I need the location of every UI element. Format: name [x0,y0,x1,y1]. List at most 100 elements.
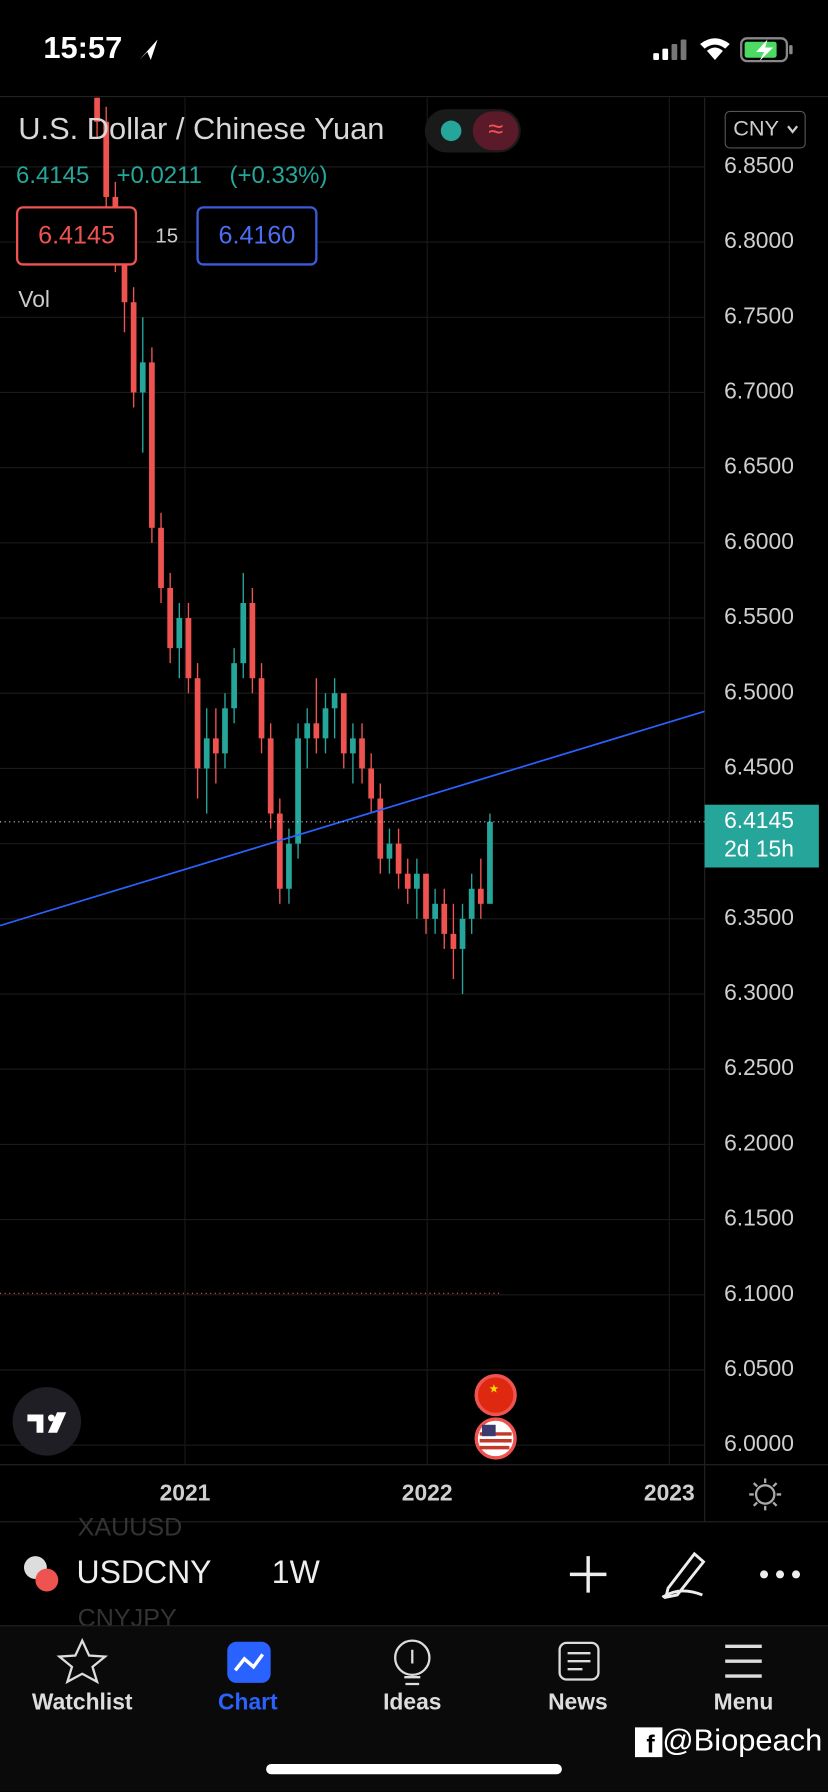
y-tick-label: 6.7500 [724,302,794,328]
candle-body [423,873,429,919]
candle-body [368,768,375,799]
candle-body [203,738,210,769]
faded-symbol: XAUUSD [78,1513,183,1541]
chevron [787,125,799,134]
us-flag-canton [481,1424,496,1437]
candle-body [359,738,365,769]
y-tick-label: 6.4500 [724,753,794,779]
sell-price[interactable]: 6.4145 [38,222,115,250]
candle-body [258,678,265,739]
settings-icon[interactable] [754,1484,776,1505]
spread: 15 [155,224,178,247]
delay-badge [472,111,519,151]
tv-logo-dot [47,1414,55,1422]
trendline [0,710,705,927]
candle-body [450,933,457,949]
currency[interactable]: CNY [733,115,779,140]
price-change-pct: (+0.33%) [230,162,328,189]
candle-body [340,693,347,754]
y-tick-label: 6.2500 [724,1054,794,1080]
candle-body [286,843,292,889]
candle-body [249,603,256,679]
nav-bar [0,1625,828,1792]
add-button[interactable] [569,1556,607,1593]
candle-body [240,603,247,664]
candle-body [103,121,110,197]
plot [0,97,705,1294]
candle-body [432,903,438,919]
candle-body [414,873,420,889]
candle-body [404,873,411,889]
candle-body [377,798,384,859]
candle-body [139,362,146,393]
fb-icon [634,1727,663,1758]
menu-icon[interactable] [725,1644,762,1678]
chart: 6.8500 6.8000 6.7500 6.7000 6.6500 6.6000 6.55… [0,97,828,1522]
settings-rays [749,1478,782,1511]
cn-flag-star: ★ [489,1383,499,1395]
sell-button[interactable] [15,206,138,266]
flag-cn [35,1568,59,1592]
watermark: @Biopeach [662,1722,822,1757]
more-button[interactable] [760,1570,801,1579]
chart-icon-line [233,1653,265,1672]
candle-body [158,527,164,588]
y-tick-label: 6.5000 [724,678,794,704]
ideas-icon[interactable] [394,1639,431,1677]
candle-body [194,678,201,769]
cn-event-flag[interactable] [474,1373,517,1417]
home-indicator [266,1763,562,1775]
x-tick-label: 2023 [644,1479,695,1505]
candle-body [468,888,475,919]
candle-body [121,242,128,303]
x-tick-label: 2021 [160,1479,211,1505]
symbol[interactable]: USDCNY [77,1554,212,1590]
currency-select[interactable] [724,110,806,149]
market-dot [440,120,462,142]
candle-body [149,362,155,528]
news-icon-lines [567,1652,591,1671]
news-icon[interactable] [558,1641,600,1681]
delay-icon: ≈ [488,113,503,144]
buy-price[interactable]: 6.4160 [219,222,296,250]
countdown: 2d 15h [724,835,794,861]
y-tick-label: 6.3500 [724,904,794,930]
y-tick-label: 6.3000 [724,979,794,1005]
candle-body [395,843,402,874]
nav-label[interactable]: Chart [218,1688,278,1714]
nav-label[interactable]: Watchlist [32,1688,133,1714]
y-tick-label: 6.1500 [724,1205,794,1231]
buy-button[interactable] [196,206,318,266]
y-tick-label: 6.0000 [724,1430,794,1456]
tv-logo[interactable] [12,1387,82,1456]
candle-body [231,663,237,709]
candle-body [441,903,448,934]
interval[interactable]: 1W [272,1554,321,1590]
nav-label[interactable]: Menu [714,1688,774,1714]
last-price-badge [704,804,819,868]
price-change: +0.0211 [116,162,202,189]
nav-label[interactable]: Ideas [383,1688,441,1714]
fb-letter: f [646,1730,655,1758]
candle-body [304,723,311,739]
ideas-icon-base [404,1649,421,1686]
y-tick-label: 6.8500 [724,152,794,178]
nav-label[interactable]: News [548,1688,608,1714]
candle-body [212,738,219,754]
draw-button[interactable] [661,1551,706,1600]
candle-body [331,693,338,709]
tv-logo-mark [27,1412,67,1433]
wifi-icon [700,38,730,61]
last-price: 6.4145 [16,162,89,189]
candle-body [176,618,183,649]
candle-body [185,618,192,679]
y-tick-label: 6.6500 [724,453,794,479]
candle-body [222,708,228,754]
watchlist-icon[interactable] [56,1637,109,1685]
y-tick-label: 6.2000 [724,1129,794,1155]
candle-body [295,738,301,844]
candle-body [130,302,137,393]
candle-body [477,888,484,904]
candle-body [487,821,493,904]
